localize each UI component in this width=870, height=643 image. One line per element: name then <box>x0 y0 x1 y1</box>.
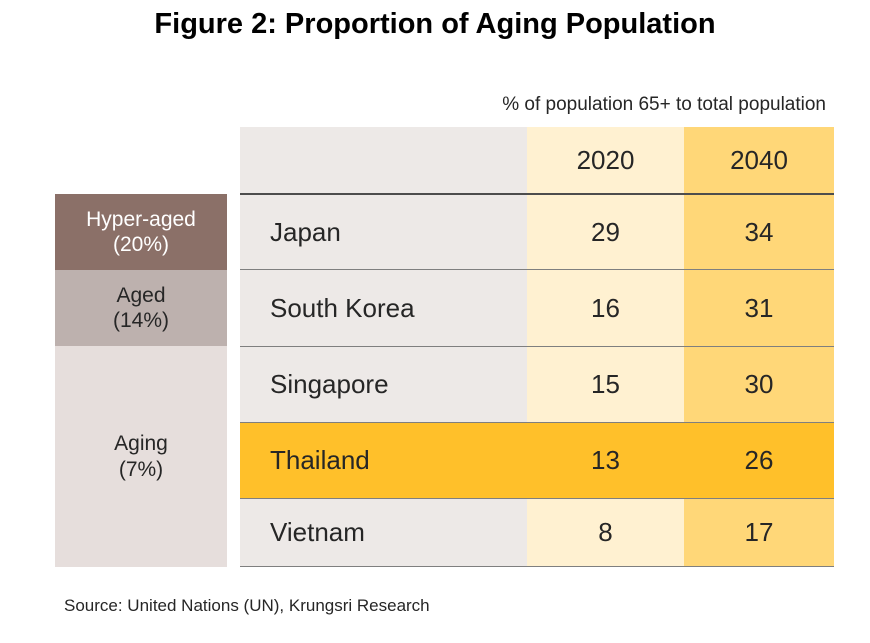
table-cell-country: South Korea <box>270 292 415 323</box>
table-cell-value-2040: 34 <box>744 216 774 247</box>
table-cell-value-2020: 13 <box>591 445 620 475</box>
column-header-2040: 2040 <box>730 145 788 175</box>
table-cell-country: Thailand <box>270 445 370 475</box>
category-hyper-aged: Hyper-aged (20%) <box>55 194 227 270</box>
column-header-2020: 2020 <box>576 145 635 175</box>
table-cell-country: Vietnam <box>270 517 365 547</box>
category-aged: Aged (14%) <box>55 270 227 346</box>
highlight-row-thailand <box>240 422 834 499</box>
table-cell-value-2040: 26 <box>744 445 774 475</box>
table-cell-value-2040: 31 <box>744 292 774 323</box>
table-cell-value-2020: 15 <box>591 368 620 399</box>
row-divider <box>240 422 834 423</box>
category-label: Aging (7%) <box>114 432 168 481</box>
chart-subtitle: % of population 65+ to total population <box>502 94 826 115</box>
row-divider <box>240 269 834 270</box>
category-aging: Aging (7%) <box>55 346 227 567</box>
table-cell-value-2020: 29 <box>591 216 620 247</box>
category-label: Aged (14%) <box>112 283 170 332</box>
source-note: Source: United Nations (UN), Krungsri Re… <box>64 596 430 615</box>
header-divider <box>240 193 834 195</box>
table-cell-value-2020: 16 <box>591 292 620 323</box>
table-cell-value-2040: 30 <box>744 368 774 399</box>
row-divider <box>240 498 834 499</box>
row-divider <box>240 346 834 347</box>
table-cell-country: Singapore <box>270 368 389 399</box>
table-cell-country: Japan <box>270 216 341 247</box>
table-cell-value-2040: 17 <box>744 517 774 547</box>
category-label: Hyper-aged (20%) <box>86 207 196 256</box>
table-cell-value-2020: 8 <box>598 517 613 547</box>
table-bottom-border <box>240 566 834 567</box>
chart-title: Figure 2: Proportion of Aging Population <box>154 8 716 40</box>
